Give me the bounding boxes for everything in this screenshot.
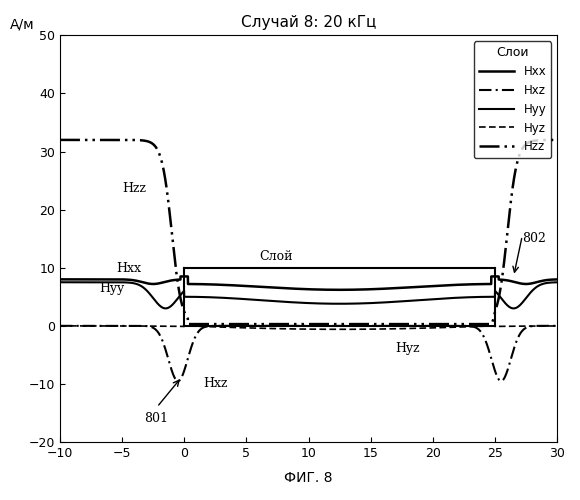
X-axis label: ФИГ. 8: ФИГ. 8 [284, 471, 333, 485]
Legend: Hxx, Hxz, Hyy, Hyz, Hzz: Hxx, Hxz, Hyy, Hyz, Hzz [474, 41, 551, 158]
Text: 802: 802 [522, 232, 546, 244]
Text: Слой: Слой [259, 250, 292, 263]
Title: Случай 8: 20 кГц: Случай 8: 20 кГц [241, 15, 376, 30]
Text: А/м: А/м [10, 18, 35, 32]
Text: Hxx: Hxx [116, 262, 141, 276]
Text: Hzz: Hzz [122, 182, 146, 195]
Text: Hyy: Hyy [100, 282, 125, 295]
Text: Hxz: Hxz [203, 377, 227, 390]
Text: 801: 801 [144, 412, 168, 424]
Text: Hyz: Hyz [396, 342, 420, 355]
